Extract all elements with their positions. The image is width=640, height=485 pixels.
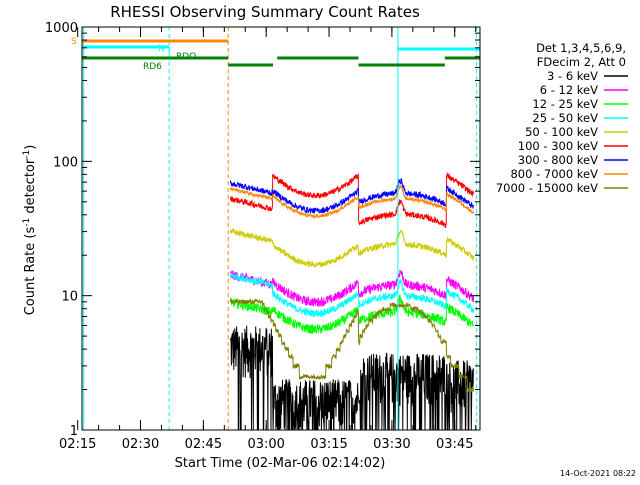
legend-label: 3 - 6 keV (547, 69, 598, 83)
y-axis: 1 10 100 1000 (45, 21, 480, 439)
series-line (229, 227, 475, 269)
x-tick-label: 03:00 (247, 437, 284, 452)
x-tick-label: 03:15 (310, 437, 347, 452)
x-axis-label: Start Time (02-Mar-06 02:14:02) (175, 456, 386, 471)
x-tick-label: 02:45 (185, 437, 222, 452)
flag-label: RDO (176, 52, 196, 62)
x-tick-label: 03:30 (373, 437, 410, 452)
flag-label: S (71, 37, 77, 47)
series-line (229, 325, 474, 431)
flag-label: N (158, 44, 165, 54)
series-line (229, 272, 475, 319)
x-tick-label: 02:30 (122, 437, 159, 452)
legend-label: 800 - 7000 keV (510, 167, 598, 181)
series-line (229, 294, 474, 335)
x-axis: 02:15 02:30 02:45 03:00 03:15 03:30 03:45 (59, 27, 477, 452)
legend-header: Det 1,3,4,5,6,9, (536, 41, 626, 55)
plot-area: S N RD6 RDO (71, 27, 480, 431)
y-tick-label: 10 (61, 290, 78, 305)
legend-label: 7000 - 15000 keV (496, 181, 598, 195)
series-line (229, 171, 475, 228)
legend-label: 300 - 800 keV (518, 153, 598, 167)
legend-label: 25 - 50 keV (532, 111, 598, 125)
series-line (229, 298, 475, 393)
y-tick-label: 1000 (45, 21, 78, 36)
legend-label: 100 - 300 keV (518, 139, 598, 153)
chart-title: RHESSI Observing Summary Count Rates (110, 3, 420, 21)
x-tick-label: 02:15 (59, 437, 96, 452)
y-tick-label: 1 (70, 424, 78, 439)
x-tick-label: 03:45 (436, 437, 473, 452)
legend-label: 50 - 100 keV (525, 125, 598, 139)
footer-date: 14-Oct-2021 08:22 (560, 469, 636, 478)
legend: Det 1,3,4,5,6,9,FDecim 2, Att 03 - 6 keV… (496, 41, 628, 195)
series-line (229, 178, 474, 214)
y-tick-label: 100 (53, 155, 78, 170)
y-axis-label: Count Rate (s-1 detector-1) (22, 145, 38, 316)
legend-label: 12 - 25 keV (532, 97, 598, 111)
legend-label: 6 - 12 keV (540, 83, 598, 97)
plot-frame (81, 26, 481, 431)
series-line (229, 183, 475, 220)
flag-label: RD6 (143, 62, 162, 72)
legend-header: FDecim 2, Att 0 (537, 55, 626, 69)
